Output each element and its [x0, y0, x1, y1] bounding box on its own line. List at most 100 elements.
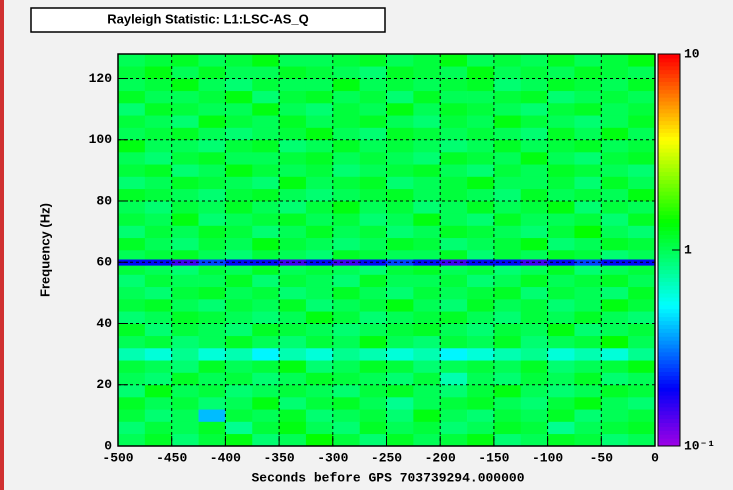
cell — [440, 335, 468, 349]
cell — [144, 115, 172, 128]
colorbar-step — [658, 391, 680, 396]
cell — [413, 250, 441, 260]
cell — [467, 250, 495, 260]
cell — [144, 311, 172, 324]
cell — [440, 139, 468, 153]
colorbar-step — [658, 187, 680, 192]
cell — [440, 384, 468, 398]
cell — [118, 201, 146, 214]
cell — [252, 259, 280, 266]
colorbar-step — [658, 85, 680, 90]
cell — [171, 127, 199, 141]
cell — [493, 78, 522, 92]
cell — [198, 274, 226, 288]
cell — [225, 152, 253, 165]
colorbar-step — [658, 359, 680, 365]
cell — [144, 409, 172, 422]
cell — [332, 213, 360, 226]
cell — [413, 103, 441, 116]
cell — [171, 213, 199, 226]
colorbar-step — [658, 163, 680, 169]
cell — [467, 127, 495, 141]
cell — [305, 360, 334, 373]
cell — [547, 54, 575, 67]
cell — [467, 139, 495, 153]
cell — [305, 421, 334, 435]
cell — [493, 213, 522, 226]
cell — [601, 103, 629, 116]
x-tick-label: -50 — [590, 450, 614, 465]
colorbar-step — [658, 332, 680, 337]
cell — [252, 103, 280, 116]
cell — [601, 176, 629, 190]
cell — [628, 433, 656, 447]
cell — [467, 66, 495, 79]
colorbar-step — [658, 300, 680, 306]
cell — [332, 274, 360, 288]
colorbar-step — [658, 434, 680, 439]
cell — [601, 335, 629, 349]
cell — [520, 127, 548, 141]
cell — [332, 421, 360, 435]
cell — [493, 139, 522, 153]
cell — [386, 152, 414, 165]
cell — [413, 335, 441, 349]
colorbar-step — [658, 195, 680, 200]
cell — [198, 384, 226, 398]
cell — [118, 103, 146, 116]
cell — [225, 78, 253, 92]
colorbar-step — [658, 265, 680, 271]
cell — [198, 311, 226, 324]
cell — [279, 397, 307, 410]
cell — [171, 274, 199, 288]
cell — [118, 213, 146, 226]
cell — [359, 259, 387, 266]
cell — [171, 54, 199, 67]
cell — [520, 78, 548, 92]
cell — [144, 274, 172, 288]
cell — [225, 164, 253, 177]
cell — [386, 323, 414, 337]
cell — [198, 176, 226, 190]
cell — [601, 188, 629, 202]
cell — [359, 274, 387, 288]
cell — [628, 274, 656, 288]
cell — [144, 384, 172, 398]
cell — [305, 90, 334, 104]
cell — [628, 127, 656, 141]
cell — [413, 237, 441, 251]
colorbar-step — [658, 387, 680, 392]
colorbar-step — [658, 242, 680, 247]
colorbar-step — [658, 120, 680, 126]
cell — [547, 274, 575, 288]
cell — [198, 421, 226, 435]
cell — [520, 421, 548, 435]
cell — [252, 409, 280, 422]
cell — [413, 54, 441, 67]
cell — [467, 409, 495, 422]
cell — [332, 176, 360, 190]
cell — [198, 139, 226, 153]
cell — [252, 127, 280, 141]
colorbar-step — [658, 257, 680, 263]
x-tick-label: -100 — [532, 450, 563, 465]
cell — [574, 409, 602, 422]
cell — [252, 201, 280, 214]
cell — [198, 164, 226, 177]
cell — [547, 433, 575, 447]
cell — [252, 66, 280, 79]
cell — [520, 323, 548, 337]
cell — [493, 176, 522, 190]
cell — [601, 54, 629, 67]
cell — [225, 409, 253, 422]
cell — [467, 213, 495, 226]
cell — [279, 139, 307, 153]
cell — [198, 409, 226, 422]
cell — [359, 90, 387, 104]
cell — [413, 265, 441, 275]
colorbar-step — [658, 214, 680, 220]
cell — [386, 397, 414, 410]
cell — [118, 299, 146, 312]
cell — [628, 164, 656, 177]
colorbar-step — [658, 155, 680, 161]
